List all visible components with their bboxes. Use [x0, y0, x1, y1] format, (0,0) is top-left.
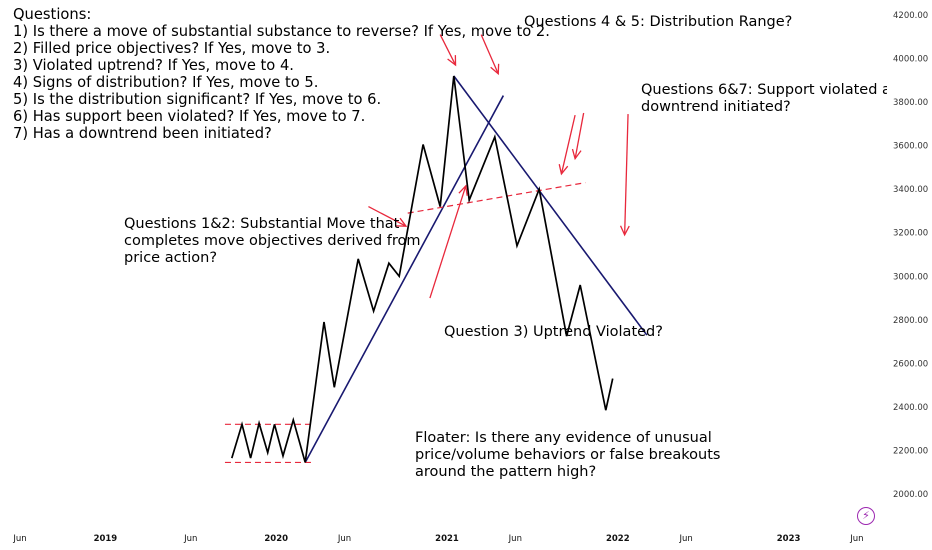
arrow-shaft-1	[429, 185, 467, 299]
y-tick-label-2: 3800.00	[893, 98, 928, 108]
annotation-q12-line-1: Questions 1&2: Substantial Move that	[124, 216, 400, 232]
annotation-floater-line-1: Floater: Is there any evidence of unusua…	[415, 430, 712, 446]
arrow-head-1	[458, 184, 468, 196]
y-tick-label-0: 4200.00	[893, 11, 928, 21]
question-4: 4) Signs of distribution? If Yes, move t…	[13, 74, 319, 91]
trendline-line-1[interactable]	[453, 75, 648, 336]
x-tick-label-6: Jun	[508, 534, 522, 544]
y-tick-label-10: 2200.00	[893, 446, 928, 456]
annotation-arrows	[368, 34, 630, 299]
x-tick-label-8: Jun	[678, 534, 692, 544]
annotation-arrow-2[interactable]	[439, 34, 457, 67]
y-tick-label-11: 2000.00	[893, 490, 928, 500]
annotation-q67-line-2: downtrend initiated?	[641, 99, 791, 115]
y-tick-label-3: 3600.00	[893, 142, 928, 152]
trendline-line-0[interactable]	[304, 95, 505, 463]
lightning-icon[interactable]: ⚡	[857, 507, 875, 525]
x-tick-label-10: Jun	[849, 534, 863, 544]
arrow-shaft-0	[368, 206, 407, 227]
x-tick-label-3: 2020	[264, 534, 288, 544]
x-tick-label-1: 2019	[94, 534, 118, 544]
annotation-q3: Question 3) Uptrend Violated?	[444, 324, 663, 341]
y-tick-label-5: 3200.00	[893, 229, 928, 239]
arrow-shaft-2	[439, 34, 457, 66]
arrow-head-3	[490, 63, 500, 76]
arrow-head-5	[558, 164, 569, 176]
x-tick-label-9: 2023	[777, 534, 801, 544]
annotation-arrow-4[interactable]	[571, 112, 585, 161]
arrow-head-0	[395, 217, 408, 227]
annotation-q67-line-1: Questions 6&7: Support violated and	[641, 82, 887, 98]
question-1: 1) Is there a move of substantial substa…	[13, 23, 550, 40]
price-series	[230, 75, 614, 463]
annotation-floater-line-2: price/volume behaviors or false breakout…	[415, 447, 721, 463]
question-7: 7) Has a downtrend been initiated?	[13, 125, 272, 142]
x-axis: Jun 2019 Jun 2020 Jun 2021 Jun 2022 Jun 2023 Jun	[12, 534, 863, 544]
trendlines	[224, 75, 648, 464]
support-line-2[interactable]	[407, 182, 586, 214]
y-tick-label-1: 4000.00	[893, 55, 928, 65]
annotation-floater: Floater: Is there any evidence of unusua…	[415, 430, 720, 481]
annotation-floater-line-3: around the pattern high?	[415, 464, 597, 480]
x-tick-label-4: Jun	[337, 534, 351, 544]
arrow-shaft-6	[623, 114, 629, 235]
annotation-q45-text: Questions 4 & 5: Distribution Range?	[524, 14, 793, 30]
y-tick-label-9: 2400.00	[893, 403, 928, 413]
annotation-q12-line-2: completes move objectives derived from	[124, 233, 421, 249]
question-2: 2) Filled price objectives? If Yes, move…	[13, 40, 331, 57]
annotation-q12: Questions 1&2: Substantial Move that com…	[124, 216, 421, 267]
arrow-head-2	[447, 55, 457, 67]
x-tick-label-2: Jun	[183, 534, 197, 544]
questions-list: Questions: 1) Is there a move of substan…	[13, 6, 550, 142]
annotation-q67: Questions 6&7: Support violated and down…	[641, 82, 887, 116]
annotation-arrow-6[interactable]	[619, 114, 630, 237]
y-tick-label-4: 3400.00	[893, 185, 928, 195]
annotation-arrow-3[interactable]	[480, 34, 500, 76]
arrow-shaft-4	[574, 112, 585, 159]
arrow-shaft-5	[560, 115, 576, 175]
y-tick-label-8: 2600.00	[893, 359, 928, 369]
lightning-glyph: ⚡	[862, 509, 870, 522]
annotation-q3-text: Question 3) Uptrend Violated?	[444, 324, 663, 340]
x-tick-label-0: Jun	[12, 534, 26, 544]
annotation-arrow-1[interactable]	[429, 184, 468, 299]
y-tick-label-7: 2800.00	[893, 316, 928, 326]
annotation-arrow-5[interactable]	[558, 115, 576, 176]
price-line-0[interactable]	[230, 75, 614, 463]
x-tick-label-7: 2022	[606, 534, 630, 544]
annotation-q45: Questions 4 & 5: Distribution Range?	[524, 14, 792, 31]
question-6: 6) Has support been violated? If Yes, mo…	[13, 108, 366, 125]
questions-heading: Questions:	[13, 6, 92, 23]
annotation-q12-line-3: price action?	[124, 250, 218, 266]
y-tick-label-6: 3000.00	[893, 272, 928, 282]
x-tick-label-5: 2021	[435, 534, 459, 544]
y-axis: 4200.00 4000.00 3800.00 3600.00 3400.00 3200.…	[893, 11, 928, 500]
arrow-shaft-3	[480, 34, 499, 75]
annotation-arrow-0[interactable]	[368, 206, 408, 227]
question-3: 3) Violated uptrend? If Yes, move to 4.	[13, 57, 294, 74]
arrow-head-6	[619, 225, 630, 237]
arrow-head-4	[571, 148, 582, 161]
question-5: 5) Is the distribution significant? If Y…	[13, 91, 382, 108]
